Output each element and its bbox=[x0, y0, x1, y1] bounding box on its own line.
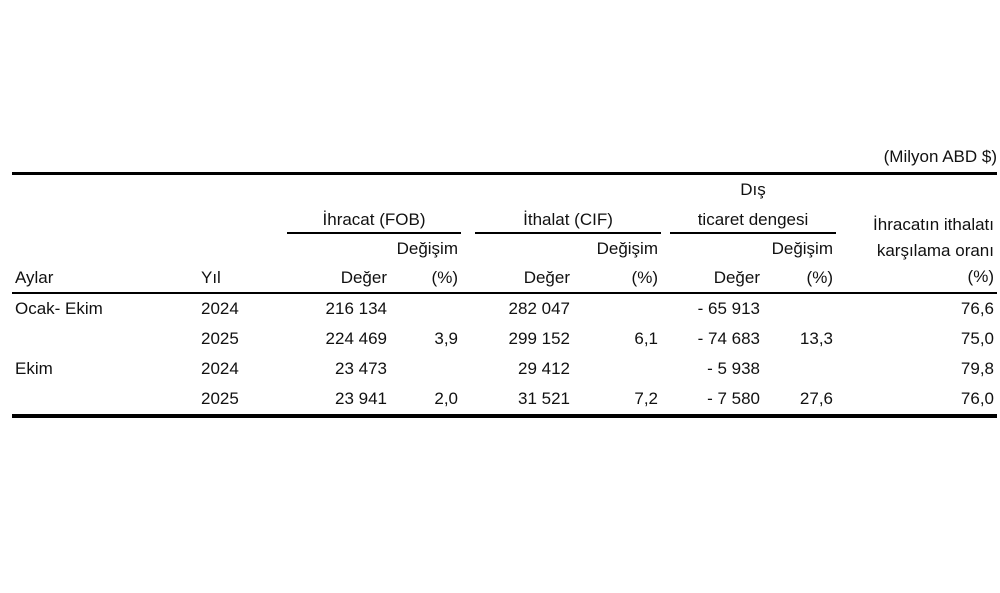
cell-aylar bbox=[12, 324, 197, 354]
group-header-ithalat-cif: İthalat (CIF) bbox=[475, 210, 661, 234]
cell-denge-deger: - 74 683 bbox=[697, 329, 760, 348]
col-header-ithalat-deger: Değer bbox=[461, 263, 573, 294]
col-header-denge-pct: (%) bbox=[763, 263, 836, 294]
trade-statistics-table: Dış İhracat (FOB) İthalat (CIF) ticaret … bbox=[12, 172, 997, 418]
cell-denge-degisim-pct: 27,6 bbox=[799, 389, 833, 408]
cell-denge-degisim-pct bbox=[763, 354, 836, 384]
cell-aylar: Ekim bbox=[15, 359, 53, 378]
cell-yil: 2024 bbox=[201, 359, 239, 378]
cell-aylar bbox=[12, 384, 197, 416]
cell-ihracat-degisim-pct: 3,9 bbox=[434, 329, 458, 348]
col-header-denge-deger: Değer bbox=[661, 263, 763, 294]
col-header-karsilama-orani-line3: (%) bbox=[967, 267, 994, 286]
cell-yil: 2024 bbox=[201, 299, 239, 318]
col-header-ithalat-pct: (%) bbox=[573, 263, 661, 294]
cell-ihracat-deger: 23 473 bbox=[335, 359, 387, 378]
subheader-row-degisim: Değişim Değişim Değişim bbox=[12, 234, 997, 263]
cell-ithalat-deger: 299 152 bbox=[508, 329, 570, 348]
cell-ithalat-degisim-pct bbox=[573, 293, 661, 324]
col-header-karsilama-orani: İhracatın ithalatı karşılama oranı (%) bbox=[836, 204, 997, 294]
col-header-aylar: Aylar bbox=[12, 263, 197, 294]
cell-ithalat-deger: 29 412 bbox=[518, 359, 570, 378]
group-header-ihracat-fob: İhracat (FOB) bbox=[287, 210, 461, 234]
col-header-ithalat-degisim: Değişim bbox=[596, 238, 658, 258]
table-row: Ocak- Ekim 2024 216 134 282 047 - 65 913… bbox=[12, 293, 997, 324]
col-header-denge-degisim: Değişim bbox=[771, 238, 833, 258]
col-header-ihracat-deger: Değer bbox=[287, 263, 390, 294]
table-row: 2025 23 941 2,0 31 521 7,2 - 7 580 27,6 … bbox=[12, 384, 997, 416]
cell-denge-degisim-pct bbox=[763, 293, 836, 324]
cell-ihracat-degisim-pct bbox=[390, 293, 461, 324]
cell-denge-degisim-pct: 13,3 bbox=[799, 329, 833, 348]
cell-yil: 2025 bbox=[201, 329, 239, 348]
group-header-row-2: İhracat (FOB) İthalat (CIF) ticaret deng… bbox=[12, 204, 997, 294]
cell-yil: 2025 bbox=[201, 389, 239, 408]
cell-ihracat-degisim-pct bbox=[390, 354, 461, 384]
cell-ithalat-degisim-pct bbox=[573, 354, 661, 384]
cell-ithalat-degisim-pct: 6,1 bbox=[634, 329, 658, 348]
cell-ithalat-deger: 31 521 bbox=[518, 389, 570, 408]
cell-denge-deger: - 5 938 bbox=[707, 359, 760, 378]
group-header-dis-ticaret-dengesi-line1: Dış bbox=[740, 179, 766, 199]
col-header-yil: Yıl bbox=[197, 263, 287, 294]
group-header-dis-ticaret-dengesi-line2: ticaret dengesi bbox=[670, 210, 836, 234]
cell-ihracat-deger: 224 469 bbox=[325, 329, 387, 348]
cell-karsilama-orani: 75,0 bbox=[960, 329, 994, 348]
table-row: 2025 224 469 3,9 299 152 6,1 - 74 683 13… bbox=[12, 324, 997, 354]
col-header-ihracat-pct: (%) bbox=[390, 263, 461, 294]
col-header-karsilama-orani-line1: İhracatın ithalatı bbox=[873, 215, 994, 234]
unit-note: (Milyon ABD $) bbox=[883, 147, 997, 166]
cell-denge-deger: - 7 580 bbox=[707, 389, 760, 408]
col-header-ihracat-degisim: Değişim bbox=[396, 238, 458, 258]
cell-ithalat-degisim-pct: 7,2 bbox=[634, 389, 658, 408]
subheader-row-main: Aylar Yıl Değer (%) Değer (%) Değer (%) bbox=[12, 263, 997, 294]
col-header-karsilama-orani-line2: karşılama oranı bbox=[876, 241, 994, 260]
cell-ihracat-degisim-pct: 2,0 bbox=[434, 389, 458, 408]
cell-karsilama-orani: 79,8 bbox=[960, 359, 994, 378]
cell-ithalat-deger: 282 047 bbox=[508, 299, 570, 318]
cell-karsilama-orani: 76,0 bbox=[960, 389, 994, 408]
cell-ihracat-deger: 216 134 bbox=[325, 299, 387, 318]
cell-denge-deger: - 65 913 bbox=[697, 299, 760, 318]
cell-aylar: Ocak- Ekim bbox=[15, 299, 103, 318]
group-header-row-1: Dış bbox=[12, 174, 997, 205]
cell-karsilama-orani: 76,6 bbox=[960, 299, 994, 318]
table-row: Ekim 2024 23 473 29 412 - 5 938 79,8 bbox=[12, 354, 997, 384]
cell-ihracat-deger: 23 941 bbox=[335, 389, 387, 408]
